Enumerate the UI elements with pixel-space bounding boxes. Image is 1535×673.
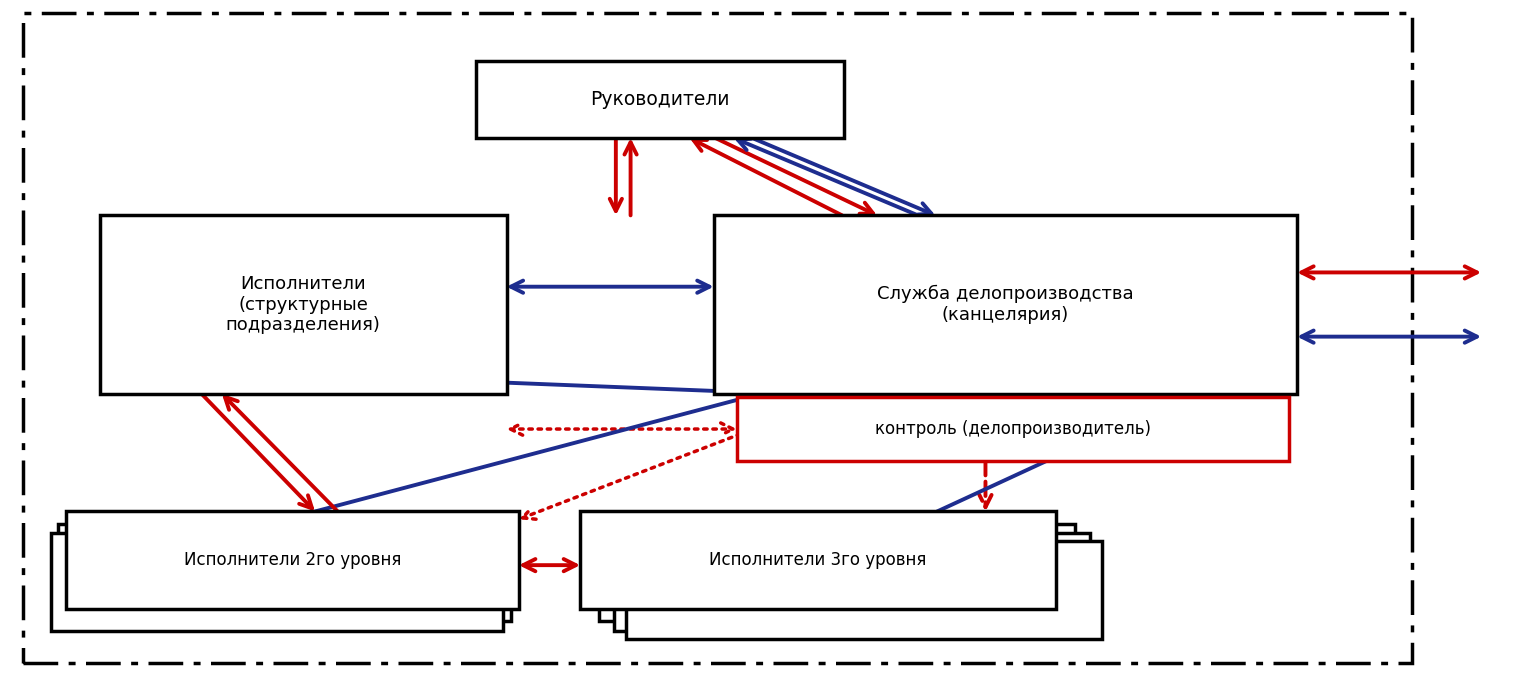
Bar	[476, 61, 844, 138]
Bar	[599, 524, 1074, 621]
Bar	[737, 397, 1289, 461]
Bar	[100, 215, 507, 394]
Bar	[714, 215, 1297, 394]
Text: Руководители: Руководители	[591, 90, 729, 109]
Text: Исполнители 2го уровня: Исполнители 2го уровня	[184, 551, 401, 569]
Bar	[58, 524, 511, 621]
Bar	[66, 511, 519, 609]
Bar	[614, 533, 1090, 631]
Text: контроль (делопроизводитель): контроль (делопроизводитель)	[875, 420, 1151, 438]
Bar	[626, 541, 1102, 639]
Bar	[580, 511, 1056, 609]
Bar	[51, 533, 503, 631]
Text: Служба делопроизводства
(канцелярия): Служба делопроизводства (канцелярия)	[876, 285, 1134, 324]
Text: Исполнители
(структурные
подразделения): Исполнители (структурные подразделения)	[226, 275, 381, 334]
Text: Исполнители 3го уровня: Исполнители 3го уровня	[709, 551, 927, 569]
